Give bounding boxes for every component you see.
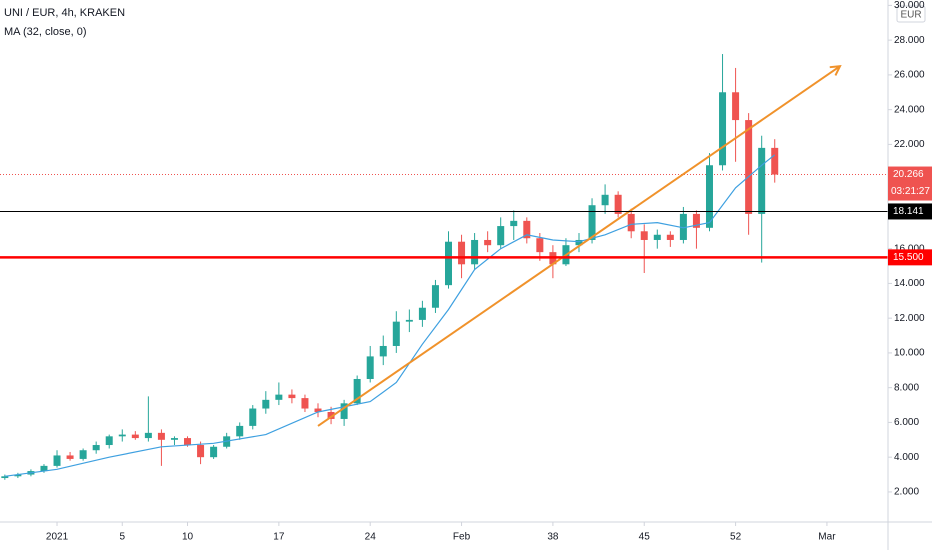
candle-body bbox=[262, 399, 270, 409]
candle-body bbox=[758, 147, 766, 214]
candle-body bbox=[40, 465, 48, 472]
price-badge bbox=[888, 203, 932, 220]
candle-body bbox=[314, 408, 322, 413]
y-tick-label: 2.000 bbox=[894, 487, 919, 498]
candle-body bbox=[640, 231, 648, 240]
candle-body bbox=[379, 345, 387, 357]
candle-body bbox=[627, 213, 635, 232]
x-tick-label: 45 bbox=[639, 532, 651, 543]
y-tick-label: 10.000 bbox=[894, 348, 925, 359]
countdown-label: 03:21:27 bbox=[891, 186, 930, 197]
y-tick-label: 14.000 bbox=[894, 278, 925, 289]
candle-body bbox=[301, 398, 309, 409]
y-tick-label: 28.000 bbox=[894, 35, 925, 46]
candle-body bbox=[79, 450, 87, 459]
last-price-badge bbox=[888, 166, 932, 201]
y-tick-label: 12.000 bbox=[894, 313, 925, 324]
candle-body bbox=[53, 455, 61, 466]
x-tick-label: 10 bbox=[182, 532, 194, 543]
candle-body bbox=[118, 434, 126, 437]
candle-body bbox=[653, 234, 661, 240]
last-price-label: 20.266 bbox=[893, 169, 924, 180]
candle-body bbox=[719, 92, 727, 166]
candle-body bbox=[105, 436, 113, 446]
candle-body bbox=[288, 394, 296, 399]
chart-title: UNI / EUR, 4h, KRAKEN bbox=[4, 7, 125, 19]
candle-body bbox=[249, 408, 257, 426]
x-tick-label: 38 bbox=[547, 532, 559, 543]
candle-body bbox=[418, 307, 426, 320]
candle-body bbox=[588, 205, 596, 240]
candle-body bbox=[732, 92, 740, 121]
candle-body bbox=[745, 120, 753, 214]
candle-body bbox=[170, 438, 178, 440]
candle-body bbox=[392, 321, 400, 346]
candle-body bbox=[484, 239, 492, 246]
candle-body bbox=[510, 220, 518, 227]
candle-body bbox=[327, 412, 335, 419]
y-tick-label: 4.000 bbox=[894, 452, 919, 463]
currency-label: EUR bbox=[900, 10, 921, 21]
candle-body bbox=[497, 226, 505, 246]
x-tick-label: Feb bbox=[453, 532, 471, 543]
x-tick-label: Mar bbox=[818, 532, 836, 543]
y-tick-label: 24.000 bbox=[894, 104, 925, 115]
candle-body bbox=[157, 432, 165, 440]
moving-average-line bbox=[4, 154, 776, 477]
candle-body bbox=[614, 194, 622, 214]
currency-badge[interactable] bbox=[896, 5, 926, 23]
candle-body bbox=[458, 241, 466, 265]
candle-body bbox=[405, 319, 413, 322]
price-badge bbox=[888, 249, 932, 266]
candle-body bbox=[14, 474, 22, 477]
candle-body bbox=[445, 241, 453, 286]
candle-body bbox=[705, 165, 713, 228]
candle-body bbox=[197, 445, 205, 458]
candle-body bbox=[601, 194, 609, 206]
candle-body bbox=[431, 285, 439, 308]
indicator-label: MA (32, close, 0) bbox=[4, 26, 87, 38]
candle-body bbox=[236, 425, 244, 437]
candle-body bbox=[210, 446, 218, 458]
y-tick-label: 30.000 bbox=[894, 0, 925, 11]
candle-body bbox=[575, 239, 583, 246]
x-tick-label: 5 bbox=[119, 532, 125, 543]
candle-body bbox=[666, 234, 674, 240]
candle-body bbox=[144, 432, 152, 439]
candle-body bbox=[1, 476, 9, 479]
candle-body bbox=[340, 403, 348, 419]
plot-area bbox=[0, 54, 888, 480]
candle-body bbox=[66, 455, 74, 459]
candle-body bbox=[536, 238, 544, 253]
price-badge-label: 18.141 bbox=[893, 206, 924, 217]
candle-body bbox=[523, 220, 531, 239]
x-tick-label: 17 bbox=[273, 532, 285, 543]
x-tick-label: 24 bbox=[365, 532, 377, 543]
y-tick-label: 16.000 bbox=[894, 243, 925, 254]
x-tick-label: 52 bbox=[730, 532, 742, 543]
candle-body bbox=[92, 445, 100, 451]
candle-body bbox=[184, 438, 192, 446]
candle-body bbox=[679, 213, 687, 240]
candle-body bbox=[275, 394, 283, 400]
candle-body bbox=[353, 378, 361, 404]
trend-line bbox=[317, 66, 840, 427]
y-tick-label: 26.000 bbox=[894, 70, 925, 81]
candle-body bbox=[131, 434, 139, 439]
candle-body bbox=[471, 239, 479, 265]
x-tick-label: 2021 bbox=[46, 532, 69, 543]
candle-body bbox=[366, 356, 374, 379]
y-tick-label: 8.000 bbox=[894, 382, 919, 393]
candle-body bbox=[771, 147, 779, 175]
candle-body bbox=[692, 213, 700, 228]
y-tick-label: 6.000 bbox=[894, 417, 919, 428]
y-tick-label: 22.000 bbox=[894, 139, 925, 150]
price-badge-label: 15.500 bbox=[893, 252, 924, 263]
